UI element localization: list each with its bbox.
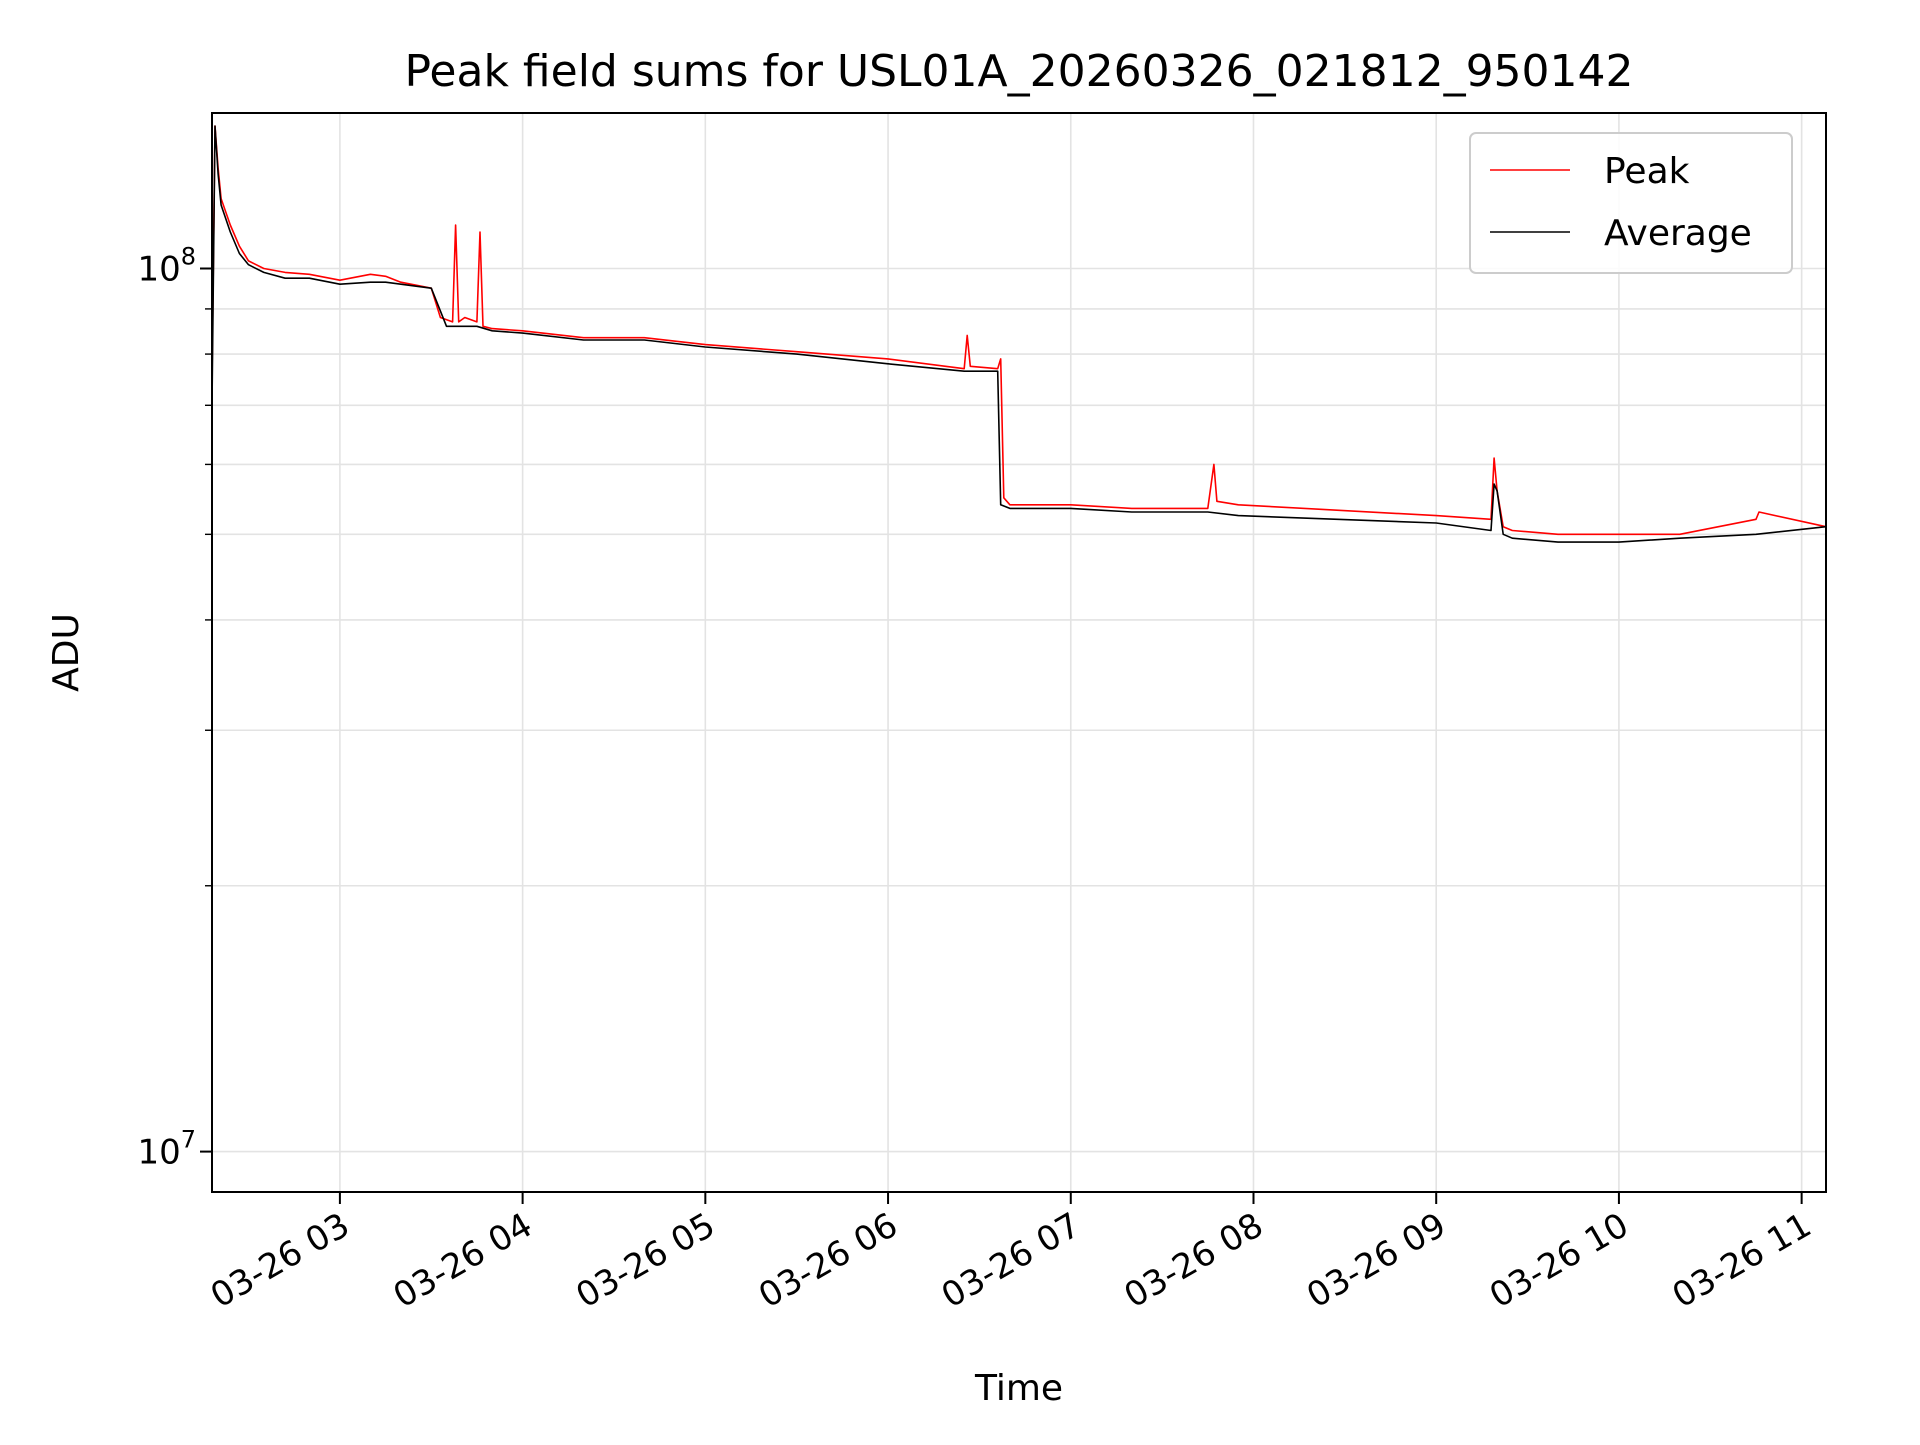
y-tick-base: 10 (137, 250, 180, 290)
legend-label-peak: Peak (1604, 151, 1690, 192)
series-line-average (211, 125, 1827, 543)
y-tick-base: 10 (137, 1133, 180, 1173)
legend-box (1469, 132, 1793, 274)
chart-title: Peak field sums for USL01A_20260326_0218… (404, 46, 1633, 97)
series-line-peak (211, 125, 1827, 536)
legend-label-average: Average (1604, 213, 1752, 254)
plot-frame (211, 112, 1827, 1193)
y-tick-exponent: 8 (181, 243, 196, 271)
y-tick-label: 107 (137, 1126, 196, 1173)
y-tick-exponent: 7 (181, 1126, 196, 1154)
y-axis-label: ADU (46, 613, 87, 692)
legend: Peak Average (1469, 132, 1793, 274)
x-axis-label: Time (974, 1368, 1063, 1409)
series-layer (211, 125, 1827, 543)
y-tick-label: 108 (137, 243, 196, 290)
